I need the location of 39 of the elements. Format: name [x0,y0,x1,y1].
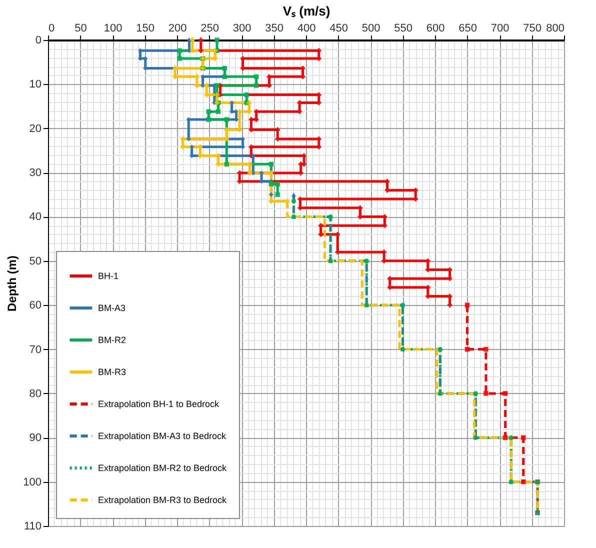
x-tick-label: 700 [490,22,510,34]
legend-label: BM-R3 [98,367,126,377]
y-tick-label: 100 [23,476,42,488]
x-tick-label: 0 [48,22,55,34]
x-tick-label: 350 [265,22,284,34]
y-tick-label: 10 [29,78,42,91]
y-tick-label: 30 [29,167,42,180]
x-tick-label: 400 [297,22,316,34]
y-tick-label: 50 [29,255,42,268]
legend-label: Extrapolation BM-A3 to Bedrock [98,431,227,441]
legend-label: Extrapolation BM-R3 to Bedrock [98,495,228,505]
x-tick-label: 750 [523,22,542,34]
legend-label: BH-1 [98,271,119,281]
x-tick-label: 500 [362,22,380,34]
legend-label: BM-R2 [98,335,126,345]
x-tick-label: 650 [458,22,477,34]
x-tick-label: 100 [104,22,122,34]
y-tick-label: 70 [29,344,42,356]
y-tick-label: 110 [24,520,42,532]
x-tick-label: 800 [546,22,564,34]
y-tick-label: 0 [35,34,42,46]
y-tick-label: 60 [29,300,42,312]
legend-label: Extrapolation BM-R2 to Bedrock [98,463,228,473]
x-tick-label: 550 [394,22,412,34]
y-tick-label: 20 [29,122,42,135]
x-tick-label: 450 [330,22,348,34]
x-tick-label: 50 [74,22,87,34]
x-tick-label: 600 [426,22,445,34]
y-axis-title: Depth (m) [5,256,20,312]
y-tick-label: 80 [29,388,42,400]
y-tick-label: 40 [29,211,42,224]
x-axis-title: Vₛ (m/s) [282,4,330,18]
x-tick-label: 300 [232,22,252,34]
x-tick-label: 250 [200,22,219,34]
legend-label: BM-A3 [98,303,126,313]
x-tick-label: 150 [136,22,154,34]
legend-label: Extrapolation BH-1 to Bedrock [98,399,220,409]
y-tick-label: 90 [29,432,42,444]
x-tick-label: 200 [168,22,187,34]
